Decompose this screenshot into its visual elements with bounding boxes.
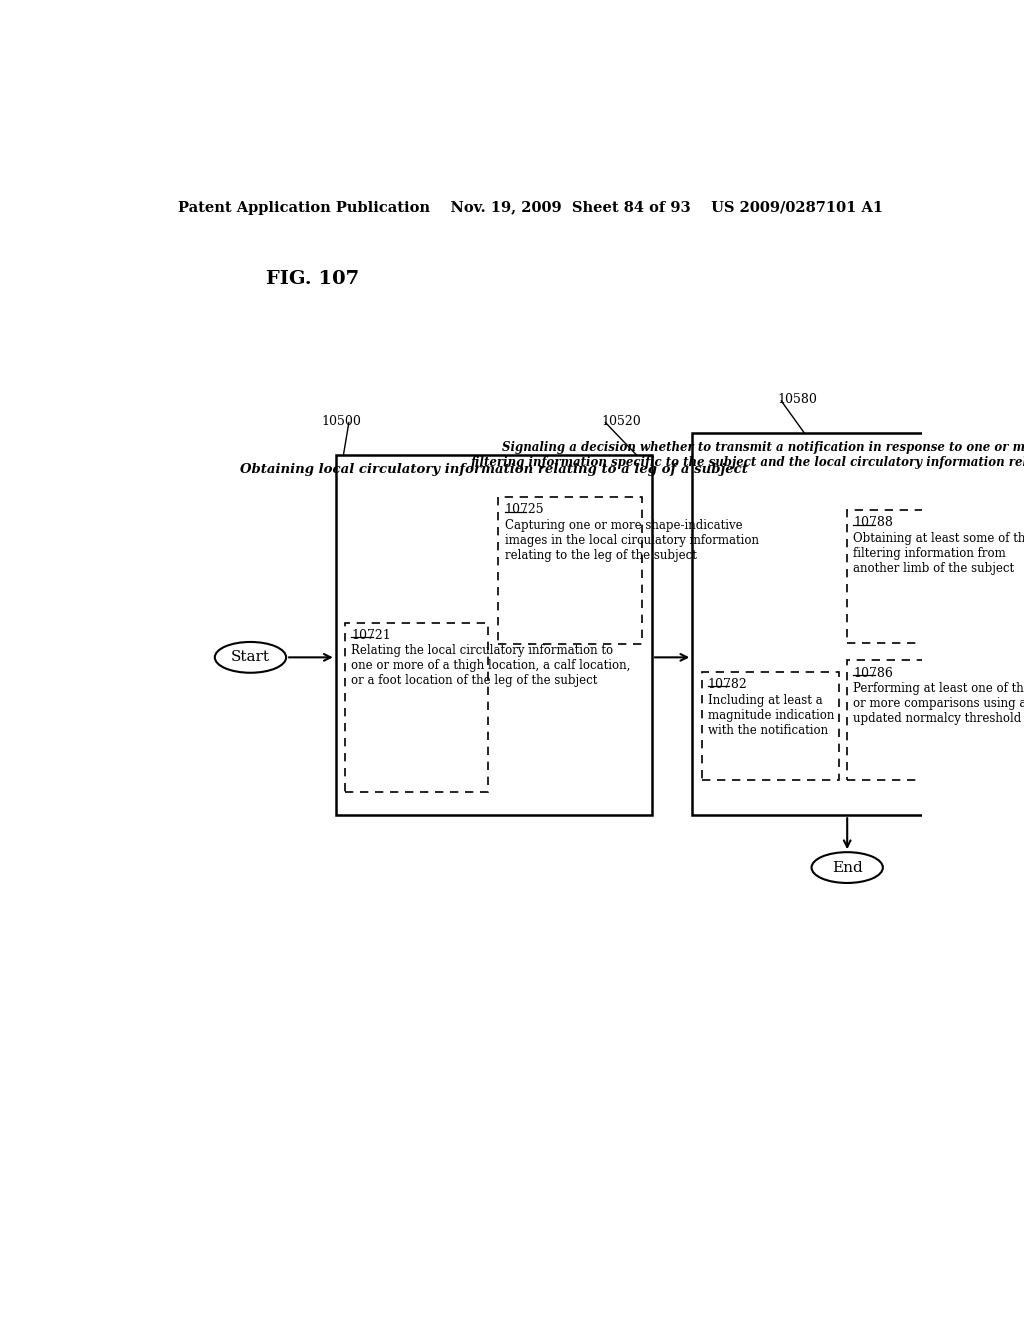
Bar (847, 660, 990, 780)
Text: 10725: 10725 (505, 503, 545, 516)
Ellipse shape (215, 642, 286, 673)
Bar (692, 433, 1002, 816)
Bar (701, 672, 840, 780)
Bar (847, 511, 990, 643)
Text: End: End (831, 861, 862, 875)
Bar (345, 623, 488, 792)
Text: 10782: 10782 (708, 678, 748, 692)
Bar (336, 455, 652, 816)
Text: Capturing one or more shape-indicative
images in the local circulatory informati: Capturing one or more shape-indicative i… (505, 519, 759, 562)
Text: 10520: 10520 (601, 414, 641, 428)
Text: Obtaining at least some of the
filtering information from
another limb of the su: Obtaining at least some of the filtering… (853, 532, 1024, 574)
Text: 10500: 10500 (322, 414, 361, 428)
Text: 10788: 10788 (853, 516, 893, 529)
Text: Performing at least one of the one
or more comparisons using an
updated normalcy: Performing at least one of the one or mo… (853, 682, 1024, 725)
Text: Including at least a
magnitude indication
with the notification: Including at least a magnitude indicatio… (708, 693, 835, 737)
Text: 10786: 10786 (853, 667, 893, 680)
Ellipse shape (812, 853, 883, 883)
Text: Relating the local circulatory information to
one or more of a thigh location, a: Relating the local circulatory informati… (351, 644, 631, 688)
Text: FIG. 107: FIG. 107 (266, 271, 359, 288)
Bar (499, 498, 642, 644)
Text: 10721: 10721 (351, 628, 391, 642)
Text: 10580: 10580 (777, 393, 817, 407)
Text: Obtaining local circulatory information relating to a leg of a subject: Obtaining local circulatory information … (240, 462, 748, 475)
Text: Start: Start (231, 651, 270, 664)
Text: Signaling a decision whether to transmit a notification in response to one or mo: Signaling a decision whether to transmit… (471, 441, 1024, 469)
Text: Patent Application Publication    Nov. 19, 2009  Sheet 84 of 93    US 2009/02871: Patent Application Publication Nov. 19, … (178, 201, 884, 215)
